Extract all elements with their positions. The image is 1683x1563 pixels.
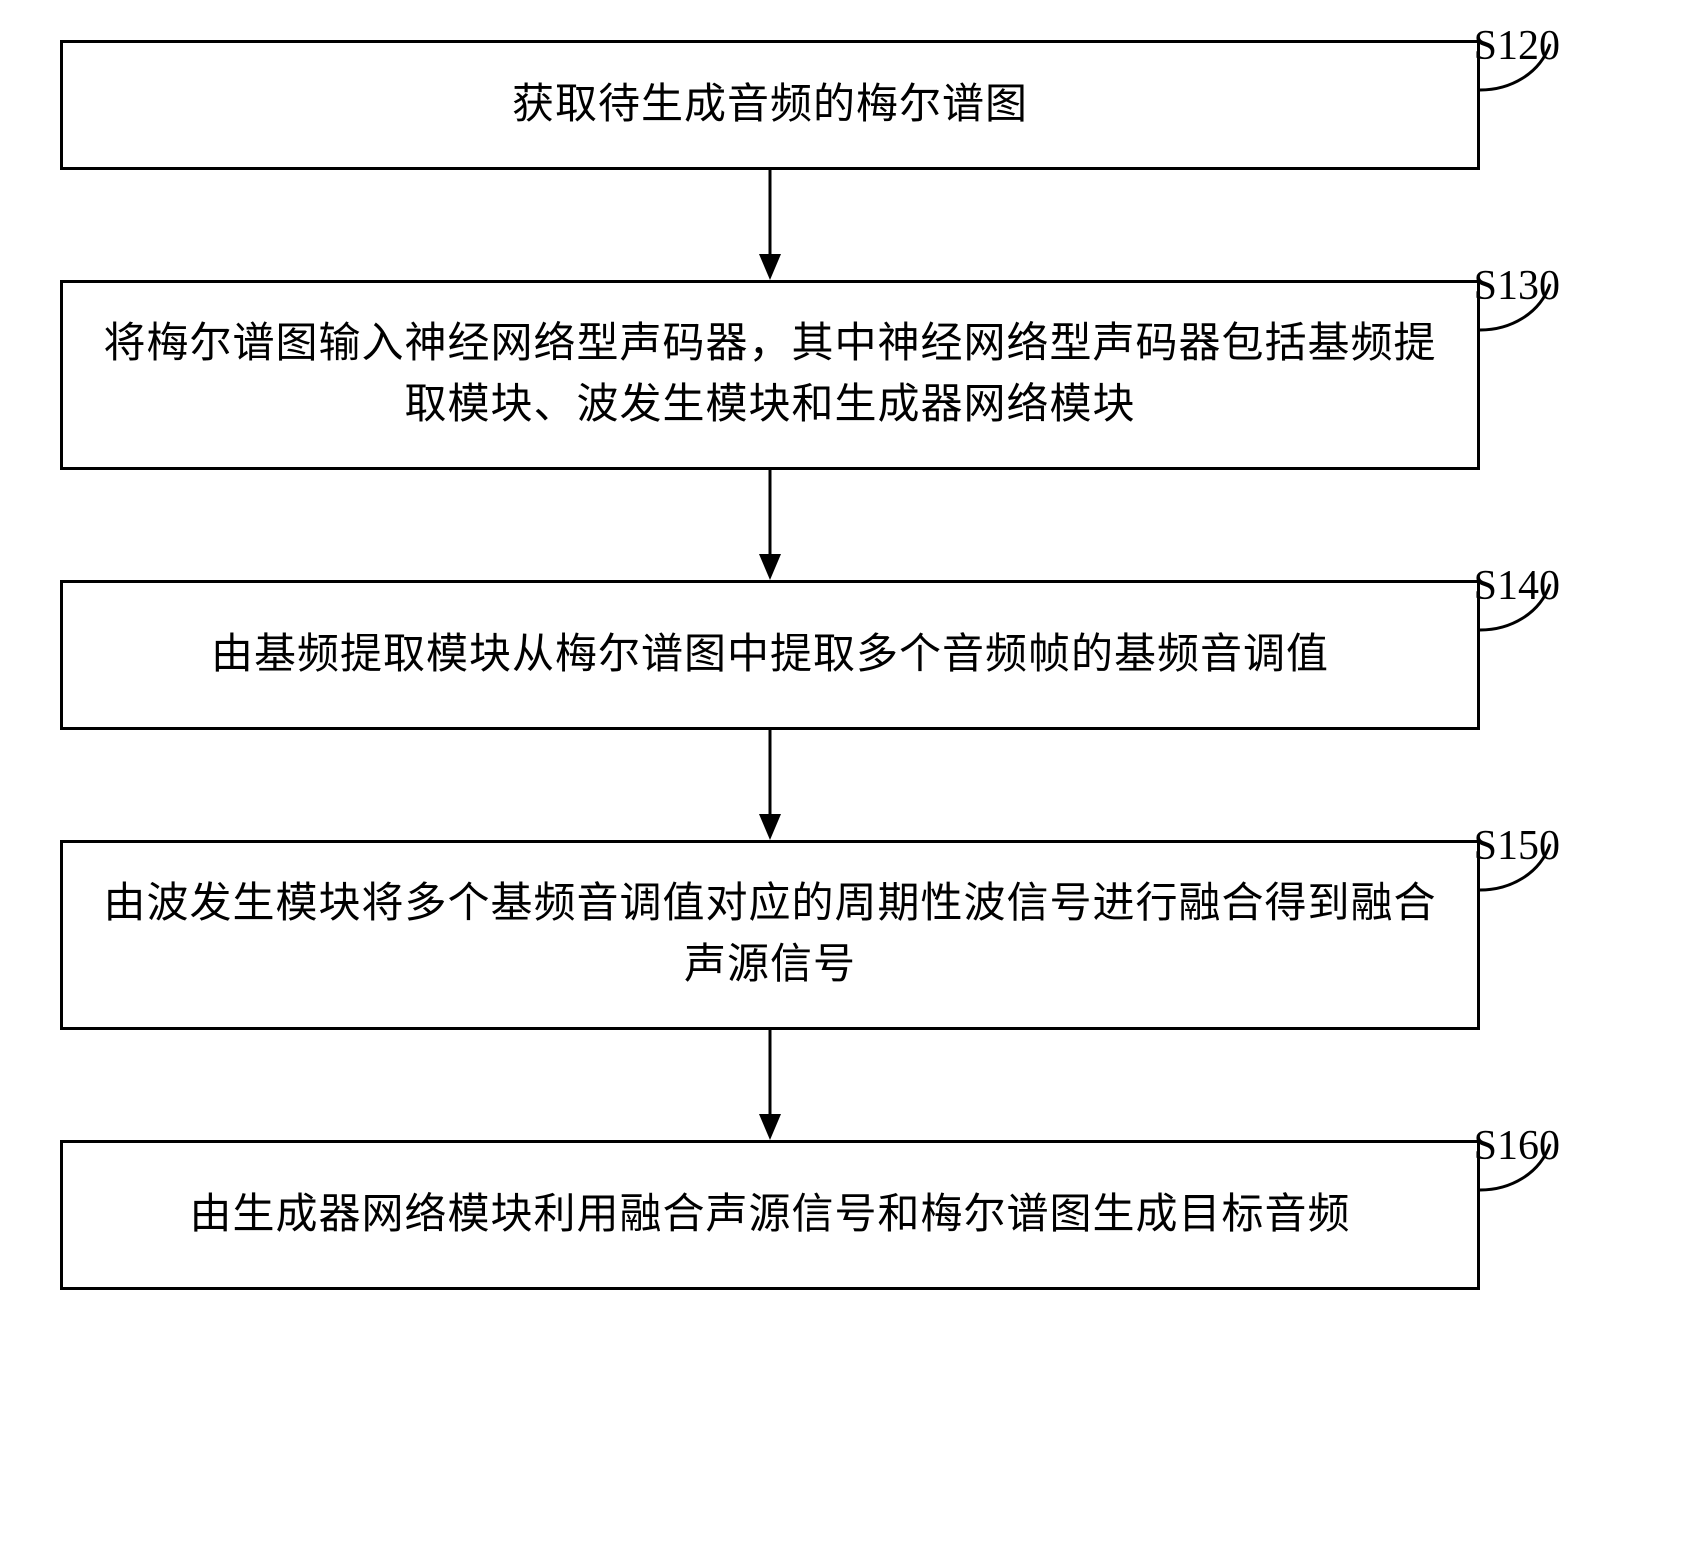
step-label: S160 (1474, 1122, 1560, 1170)
flow-box: 由生成器网络模块利用融合声源信号和梅尔谱图生成目标音频 (60, 1140, 1480, 1290)
flow-box-text: 由基频提取模块从梅尔谱图中提取多个音频帧的基频音调值 (211, 625, 1329, 686)
flow-box: 获取待生成音频的梅尔谱图 (60, 40, 1480, 170)
flow-arrow (60, 170, 1480, 280)
flow-step: 获取待生成音频的梅尔谱图 S120 (60, 40, 1620, 170)
step-label: S130 (1474, 262, 1560, 310)
flow-box: 由基频提取模块从梅尔谱图中提取多个音频帧的基频音调值 (60, 580, 1480, 730)
flow-step: 由基频提取模块从梅尔谱图中提取多个音频帧的基频音调值 S140 (60, 580, 1620, 730)
flow-box-text: 由波发生模块将多个基频音调值对应的周期性波信号进行融合得到融合声源信号 (103, 874, 1437, 996)
flow-arrow (60, 730, 1480, 840)
step-label: S140 (1474, 562, 1560, 610)
flow-step: 将梅尔谱图输入神经网络型声码器，其中神经网络型声码器包括基频提取模块、波发生模块… (60, 280, 1620, 470)
flow-box: 将梅尔谱图输入神经网络型声码器，其中神经网络型声码器包括基频提取模块、波发生模块… (60, 280, 1480, 470)
flow-box-text: 将梅尔谱图输入神经网络型声码器，其中神经网络型声码器包括基频提取模块、波发生模块… (103, 314, 1437, 436)
flowchart-container: 获取待生成音频的梅尔谱图 S120 将梅尔谱图输入神经网络型声码器，其中神经网络… (60, 40, 1620, 1290)
flow-arrow (60, 470, 1480, 580)
step-label: S120 (1474, 22, 1560, 70)
flow-step: 由生成器网络模块利用融合声源信号和梅尔谱图生成目标音频 S160 (60, 1140, 1620, 1290)
flow-arrow (60, 1030, 1480, 1140)
flow-box: 由波发生模块将多个基频音调值对应的周期性波信号进行融合得到融合声源信号 (60, 840, 1480, 1030)
flow-box-text: 获取待生成音频的梅尔谱图 (512, 75, 1028, 136)
flow-step: 由波发生模块将多个基频音调值对应的周期性波信号进行融合得到融合声源信号 S150 (60, 840, 1620, 1030)
step-label: S150 (1474, 822, 1560, 870)
flow-box-text: 由生成器网络模块利用融合声源信号和梅尔谱图生成目标音频 (189, 1185, 1350, 1246)
